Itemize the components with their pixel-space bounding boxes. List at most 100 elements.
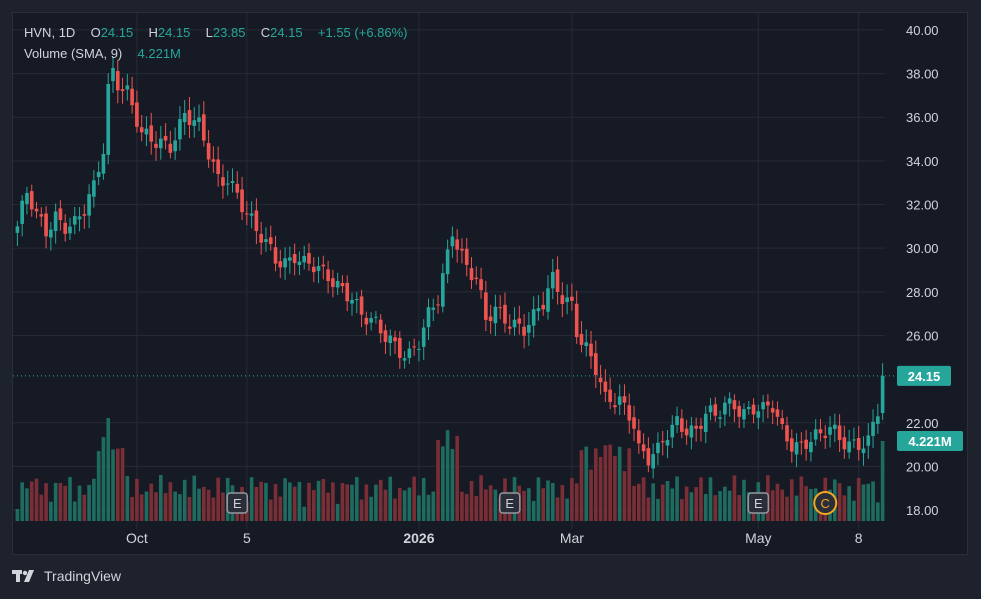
volume-bar [29,481,34,521]
volume-bar [154,492,158,521]
candle-body [115,71,120,91]
candle-body [388,335,393,343]
close-value: 24.15 [270,25,303,40]
volume-bar [527,488,531,521]
y-tick-label: 36.00 [906,110,939,125]
price-chart[interactable]: E E E C 40.00 38.00 36.00 34.00 32.00 30.00 28.00… [13,13,969,556]
volume-bar [656,498,660,521]
volume-bar [63,485,68,521]
volume-bar [359,499,364,521]
candle-body [842,437,847,450]
y-tick-label: 32.00 [906,198,939,213]
candle-body [608,389,612,402]
volume-bar [144,491,149,521]
x-tick-label: 5 [243,530,251,546]
volume-bar [345,484,350,521]
earnings-marker-label: E [754,496,763,511]
volume-bar [670,488,675,521]
volume-bar [469,480,474,521]
volume-bar [641,477,646,521]
volume-bar [388,476,393,521]
candle-body [335,280,340,288]
volume-bar [297,481,302,521]
volume-bar [574,483,579,521]
volume-bar [421,478,426,521]
chart-panel[interactable]: E E E C 40.00 38.00 36.00 34.00 32.00 30.00 28.00… [12,12,968,555]
candle-body [445,249,450,275]
volume-bar [775,483,780,521]
x-tick-label: 2026 [403,530,434,546]
ohlc-legend: HVN, 1D O24.15 H24.15 L23.85 C24.15 +1.5… [24,25,408,40]
volume-bar [861,484,866,521]
volume-bar [780,489,785,521]
candle-body [321,264,326,267]
volume-bar [87,484,91,521]
candle-body [125,85,130,90]
symbol-name[interactable]: HVN [24,25,52,40]
volume-bar [58,482,63,521]
candle-body [837,425,842,441]
volume-bar [646,497,651,521]
volume-bar [842,495,847,521]
tradingview-branding[interactable]: TradingView [12,568,121,584]
candle-body [627,405,632,421]
candle-body [555,269,560,292]
candle-body [866,435,871,446]
volume-bar [268,499,273,521]
candle-body [493,306,498,324]
volume-bar [249,477,254,521]
candle-body [512,319,517,328]
candle-body [617,396,622,405]
volume-bar [77,485,82,521]
candle-body [694,425,698,429]
candle-body [92,180,96,197]
volume-bar [292,486,297,521]
earnings-marker [747,492,770,514]
volume-bar [785,496,789,521]
y-tick-label: 40.00 [906,23,939,38]
candle-body [359,296,364,315]
volume-bar [856,477,861,521]
candle-body [278,261,283,268]
candle-body [871,421,875,436]
candle-body [25,192,29,204]
candle-body [331,278,335,287]
interval-label[interactable]: 1D [58,25,76,40]
candle-body [641,444,646,452]
candle-body [302,255,307,263]
candle-body [130,88,134,106]
candle-body [503,304,507,324]
candle-body [703,413,708,433]
volume-bar [354,477,359,521]
volume-bar [111,449,115,521]
candle-body [541,304,546,310]
candle-body [345,282,350,302]
candle-body [507,326,512,329]
x-tick-label: Mar [560,530,584,546]
candle-body [340,283,345,287]
candle-body [29,191,34,210]
volume-bar [302,506,307,521]
candle-body [579,334,584,345]
volume-bar [436,440,440,521]
volume-bar [847,486,851,521]
candle-body [761,402,765,410]
volume-legend: Volume (SMA, 9) 4.221M [24,46,181,61]
volume-indicator-label[interactable]: Volume (SMA, 9) [24,46,123,61]
candle-body [699,425,703,429]
candle-body [613,405,617,408]
candle-body [441,273,445,307]
candle-body [96,171,101,178]
volume-bar [732,475,737,521]
volume-bar [632,485,636,521]
candle-body [283,258,287,268]
candle-body [780,418,785,424]
volume-bar [546,480,550,521]
candle-body [49,229,53,238]
candle-body [680,418,684,432]
candle-body [378,319,383,334]
candle-body [297,261,302,265]
candle-body [163,135,168,141]
candle-body [670,424,675,438]
volume-bar [316,480,321,521]
